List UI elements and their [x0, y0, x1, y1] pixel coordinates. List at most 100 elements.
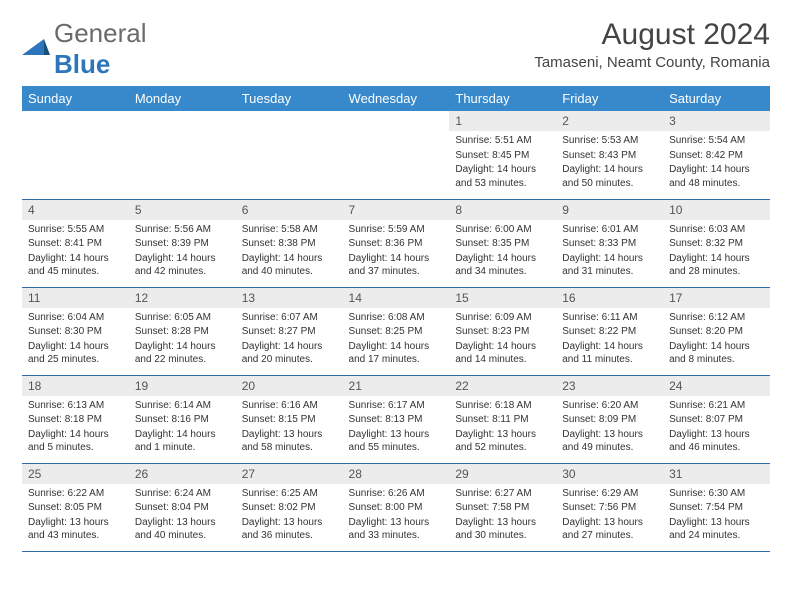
sunset-line: Sunset: 8:05 PM: [28, 501, 123, 515]
sunset-line: Sunset: 8:16 PM: [135, 413, 230, 427]
logo-text: General Blue: [54, 18, 147, 80]
sunrise-line: Sunrise: 6:21 AM: [669, 399, 764, 413]
calendar-day-cell: 10Sunrise: 6:03 AMSunset: 8:32 PMDayligh…: [663, 199, 770, 287]
sunset-line: Sunset: 8:42 PM: [669, 149, 764, 163]
sunrise-line: Sunrise: 5:53 AM: [562, 134, 657, 148]
sunrise-line: Sunrise: 6:01 AM: [562, 223, 657, 237]
daylight-line: Daylight: 13 hours and 40 minutes.: [135, 516, 230, 543]
calendar-week-row: 25Sunrise: 6:22 AMSunset: 8:05 PMDayligh…: [22, 463, 770, 551]
calendar-day-cell: 29Sunrise: 6:27 AMSunset: 7:58 PMDayligh…: [449, 463, 556, 551]
daylight-line: Daylight: 13 hours and 36 minutes.: [242, 516, 337, 543]
sunset-line: Sunset: 8:27 PM: [242, 325, 337, 339]
sunset-line: Sunset: 8:23 PM: [455, 325, 550, 339]
sunrise-line: Sunrise: 6:13 AM: [28, 399, 123, 413]
calendar-day-cell: 1Sunrise: 5:51 AMSunset: 8:45 PMDaylight…: [449, 111, 556, 199]
day-details: Sunrise: 6:12 AMSunset: 8:20 PMDaylight:…: [663, 308, 770, 372]
sunrise-line: Sunrise: 5:56 AM: [135, 223, 230, 237]
sunset-line: Sunset: 8:00 PM: [349, 501, 444, 515]
daylight-line: Daylight: 14 hours and 14 minutes.: [455, 340, 550, 367]
sunrise-line: Sunrise: 6:12 AM: [669, 311, 764, 325]
calendar-day-cell: 13Sunrise: 6:07 AMSunset: 8:27 PMDayligh…: [236, 287, 343, 375]
calendar-day-cell: 8Sunrise: 6:00 AMSunset: 8:35 PMDaylight…: [449, 199, 556, 287]
daylight-line: Daylight: 13 hours and 52 minutes.: [455, 428, 550, 455]
weekday-header: Tuesday: [236, 86, 343, 111]
calendar-day-cell: 19Sunrise: 6:14 AMSunset: 8:16 PMDayligh…: [129, 375, 236, 463]
daylight-line: Daylight: 13 hours and 33 minutes.: [349, 516, 444, 543]
day-number: 11: [22, 288, 129, 308]
daylight-line: Daylight: 14 hours and 53 minutes.: [455, 163, 550, 190]
sunset-line: Sunset: 8:20 PM: [669, 325, 764, 339]
sunrise-line: Sunrise: 6:00 AM: [455, 223, 550, 237]
calendar-day-cell: 7Sunrise: 5:59 AMSunset: 8:36 PMDaylight…: [343, 199, 450, 287]
weekday-header: Monday: [129, 86, 236, 111]
day-number: 27: [236, 464, 343, 484]
logo-word2: Blue: [54, 49, 110, 79]
day-number: 17: [663, 288, 770, 308]
day-number: 26: [129, 464, 236, 484]
sunrise-line: Sunrise: 6:30 AM: [669, 487, 764, 501]
calendar-day-cell: 30Sunrise: 6:29 AMSunset: 7:56 PMDayligh…: [556, 463, 663, 551]
daylight-line: Daylight: 13 hours and 49 minutes.: [562, 428, 657, 455]
day-number: 23: [556, 376, 663, 396]
location: Tamaseni, Neamt County, Romania: [534, 54, 770, 71]
sunset-line: Sunset: 8:13 PM: [349, 413, 444, 427]
daylight-line: Daylight: 14 hours and 45 minutes.: [28, 252, 123, 279]
sunset-line: Sunset: 8:04 PM: [135, 501, 230, 515]
day-details: Sunrise: 6:18 AMSunset: 8:11 PMDaylight:…: [449, 396, 556, 460]
sunrise-line: Sunrise: 6:26 AM: [349, 487, 444, 501]
sunrise-line: Sunrise: 6:17 AM: [349, 399, 444, 413]
day-details: Sunrise: 6:11 AMSunset: 8:22 PMDaylight:…: [556, 308, 663, 372]
day-details: Sunrise: 6:22 AMSunset: 8:05 PMDaylight:…: [22, 484, 129, 548]
day-details: Sunrise: 6:14 AMSunset: 8:16 PMDaylight:…: [129, 396, 236, 460]
sunrise-line: Sunrise: 6:22 AM: [28, 487, 123, 501]
weekday-header: Friday: [556, 86, 663, 111]
daylight-line: Daylight: 14 hours and 25 minutes.: [28, 340, 123, 367]
day-number: 9: [556, 200, 663, 220]
sunrise-line: Sunrise: 5:59 AM: [349, 223, 444, 237]
sunrise-line: Sunrise: 6:20 AM: [562, 399, 657, 413]
sunset-line: Sunset: 8:33 PM: [562, 237, 657, 251]
sunrise-line: Sunrise: 5:58 AM: [242, 223, 337, 237]
sunrise-line: Sunrise: 6:04 AM: [28, 311, 123, 325]
day-details: Sunrise: 6:24 AMSunset: 8:04 PMDaylight:…: [129, 484, 236, 548]
sunset-line: Sunset: 7:58 PM: [455, 501, 550, 515]
calendar-day-cell: 20Sunrise: 6:16 AMSunset: 8:15 PMDayligh…: [236, 375, 343, 463]
sunrise-line: Sunrise: 6:14 AM: [135, 399, 230, 413]
header: General Blue August 2024 Tamaseni, Neamt…: [22, 18, 770, 80]
weekday-header: Wednesday: [343, 86, 450, 111]
sunset-line: Sunset: 8:38 PM: [242, 237, 337, 251]
sunrise-line: Sunrise: 6:29 AM: [562, 487, 657, 501]
day-number: 5: [129, 200, 236, 220]
sunrise-line: Sunrise: 5:55 AM: [28, 223, 123, 237]
calendar-day-cell: 6Sunrise: 5:58 AMSunset: 8:38 PMDaylight…: [236, 199, 343, 287]
calendar-day-cell: 25Sunrise: 6:22 AMSunset: 8:05 PMDayligh…: [22, 463, 129, 551]
calendar-day-cell: 28Sunrise: 6:26 AMSunset: 8:00 PMDayligh…: [343, 463, 450, 551]
day-number: 31: [663, 464, 770, 484]
daylight-line: Daylight: 14 hours and 1 minute.: [135, 428, 230, 455]
sunrise-line: Sunrise: 6:25 AM: [242, 487, 337, 501]
day-number: 13: [236, 288, 343, 308]
sunrise-line: Sunrise: 6:11 AM: [562, 311, 657, 325]
logo: General Blue: [22, 18, 147, 80]
weekday-header: Saturday: [663, 86, 770, 111]
calendar-week-row: 1Sunrise: 5:51 AMSunset: 8:45 PMDaylight…: [22, 111, 770, 199]
calendar-day-cell: 21Sunrise: 6:17 AMSunset: 8:13 PMDayligh…: [343, 375, 450, 463]
calendar-empty-cell: [129, 111, 236, 199]
sunrise-line: Sunrise: 6:24 AM: [135, 487, 230, 501]
calendar-day-cell: 4Sunrise: 5:55 AMSunset: 8:41 PMDaylight…: [22, 199, 129, 287]
calendar-day-cell: 2Sunrise: 5:53 AMSunset: 8:43 PMDaylight…: [556, 111, 663, 199]
sunset-line: Sunset: 8:41 PM: [28, 237, 123, 251]
daylight-line: Daylight: 14 hours and 5 minutes.: [28, 428, 123, 455]
calendar-day-cell: 12Sunrise: 6:05 AMSunset: 8:28 PMDayligh…: [129, 287, 236, 375]
day-number: 18: [22, 376, 129, 396]
calendar-day-cell: 15Sunrise: 6:09 AMSunset: 8:23 PMDayligh…: [449, 287, 556, 375]
calendar-week-row: 18Sunrise: 6:13 AMSunset: 8:18 PMDayligh…: [22, 375, 770, 463]
day-details: Sunrise: 5:59 AMSunset: 8:36 PMDaylight:…: [343, 220, 450, 284]
calendar-header-row: SundayMondayTuesdayWednesdayThursdayFrid…: [22, 86, 770, 111]
month-title: August 2024: [534, 18, 770, 52]
day-details: Sunrise: 6:03 AMSunset: 8:32 PMDaylight:…: [663, 220, 770, 284]
sunrise-line: Sunrise: 6:05 AM: [135, 311, 230, 325]
daylight-line: Daylight: 14 hours and 11 minutes.: [562, 340, 657, 367]
daylight-line: Daylight: 13 hours and 24 minutes.: [669, 516, 764, 543]
calendar-day-cell: 23Sunrise: 6:20 AMSunset: 8:09 PMDayligh…: [556, 375, 663, 463]
